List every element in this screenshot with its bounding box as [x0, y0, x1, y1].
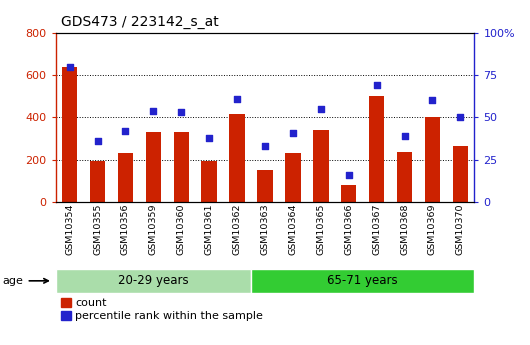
Bar — [229, 114, 245, 202]
Bar — [397, 152, 412, 202]
Text: GSM10366: GSM10366 — [344, 204, 353, 255]
Bar — [62, 67, 77, 202]
Text: GSM10360: GSM10360 — [177, 204, 186, 255]
Bar — [118, 153, 133, 202]
Point — [373, 82, 381, 88]
Text: GSM10354: GSM10354 — [65, 204, 74, 255]
Point — [233, 96, 241, 101]
Text: GSM10364: GSM10364 — [288, 204, 297, 255]
Bar — [90, 161, 105, 202]
Text: GSM10370: GSM10370 — [456, 204, 465, 255]
Text: GSM10368: GSM10368 — [400, 204, 409, 255]
Text: age: age — [3, 276, 48, 286]
Point — [149, 108, 157, 113]
Legend: count, percentile rank within the sample: count, percentile rank within the sample — [61, 298, 263, 322]
Bar — [201, 161, 217, 202]
Text: GDS473 / 223142_s_at: GDS473 / 223142_s_at — [61, 14, 219, 29]
Text: GSM10367: GSM10367 — [372, 204, 381, 255]
Bar — [369, 96, 384, 202]
Point — [400, 133, 409, 139]
Point — [205, 135, 214, 140]
Text: 65-71 years: 65-71 years — [328, 274, 398, 287]
Point — [93, 138, 102, 144]
Bar — [285, 153, 301, 202]
Bar — [251, 269, 474, 293]
Point — [289, 130, 297, 135]
Text: GSM10361: GSM10361 — [205, 204, 214, 255]
Bar — [146, 132, 161, 202]
Text: GSM10362: GSM10362 — [233, 204, 242, 255]
Bar — [425, 117, 440, 202]
Bar — [174, 132, 189, 202]
Point — [65, 64, 74, 69]
Text: GSM10365: GSM10365 — [316, 204, 325, 255]
Bar — [56, 269, 251, 293]
Point — [121, 128, 130, 134]
Text: GSM10369: GSM10369 — [428, 204, 437, 255]
Text: GSM10355: GSM10355 — [93, 204, 102, 255]
Point — [428, 98, 437, 103]
Point — [456, 115, 465, 120]
Text: GSM10363: GSM10363 — [261, 204, 269, 255]
Point — [261, 143, 269, 149]
Point — [316, 106, 325, 111]
Text: GSM10356: GSM10356 — [121, 204, 130, 255]
Bar — [453, 146, 468, 202]
Bar — [258, 170, 272, 202]
Text: 20-29 years: 20-29 years — [118, 274, 189, 287]
Bar — [313, 130, 329, 202]
Point — [344, 172, 353, 178]
Point — [177, 109, 186, 115]
Text: GSM10359: GSM10359 — [149, 204, 158, 255]
Bar — [341, 185, 356, 202]
